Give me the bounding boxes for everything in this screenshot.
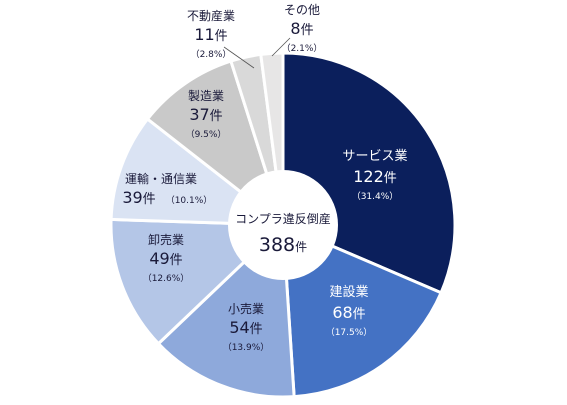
slice-count: 39 <box>122 188 142 207</box>
center-title: コンプラ違反倒産 <box>235 211 331 226</box>
center-total-unit: 件 <box>295 240 307 254</box>
slice-label-2: 建設業 68件 （17.5%） <box>326 284 373 338</box>
slice-count: 49 <box>149 249 169 268</box>
center-total-value: 388 <box>259 234 295 256</box>
slice-label-4: 卸売業 49件 （12.6%） <box>143 232 190 284</box>
slice-label-8: その他 8件 （2.1%） <box>282 3 323 54</box>
slice-percent: （13.9%） <box>223 342 270 353</box>
slice-percent: （9.5%） <box>186 129 227 140</box>
slice-count: 8 <box>290 19 300 38</box>
slice-percent: （17.5%） <box>326 327 373 338</box>
slice-name: その他 <box>284 3 320 17</box>
slice-name: 卸売業 <box>148 232 184 247</box>
slice-unit: 件 <box>143 192 156 207</box>
slice-label-3: 小売業 54件 （13.9%） <box>223 301 270 353</box>
slice-unit: 件 <box>170 253 183 268</box>
leader-lines <box>223 37 291 69</box>
slice-labels: サービス業 122件（31.4%）建設業 68件（17.5%）小売業 54件（13.9… <box>122 3 407 353</box>
slice-label-5: 運輸・通信業 39件 （10.1%） <box>122 171 212 207</box>
slice-unit: 件 <box>250 322 263 337</box>
slice-percent: （12.6%） <box>143 273 190 284</box>
slice-unit: 件 <box>353 307 366 322</box>
slice-unit: 件 <box>210 109 223 124</box>
slice-label-1: サービス業 122件 （31.4%） <box>342 148 407 202</box>
center-total: 388件 <box>259 234 307 256</box>
slice-percent: （2.8%） <box>191 49 232 60</box>
slice-percent: （10.1%） <box>166 195 213 206</box>
slice-name: サービス業 <box>342 148 407 164</box>
slice-count: 37 <box>189 105 209 124</box>
slice-count: 54 <box>229 318 249 337</box>
leader-line-8 <box>271 37 291 57</box>
slice-name: 運輸・通信業 <box>125 171 197 186</box>
slice-label-6: 製造業 37件 （9.5%） <box>186 89 227 140</box>
slice-name: 不動産業 <box>187 8 235 23</box>
slice-unit: 件 <box>301 23 314 38</box>
slice-count: 68 <box>332 303 352 322</box>
slice-percent: （2.1%） <box>282 43 323 54</box>
slice-label-7: 不動産業 11件 （2.8%） <box>187 8 235 60</box>
slice-count: 11 <box>194 25 214 44</box>
leader-line-7 <box>223 46 255 69</box>
slice-name: 製造業 <box>188 89 224 103</box>
slice-unit: 件 <box>384 171 397 186</box>
slice-percent: （31.4%） <box>352 191 399 202</box>
slice-name: 小売業 <box>228 301 264 316</box>
slice-name: 建設業 <box>329 284 368 300</box>
pie-slice-2 <box>281 222 444 399</box>
center-hole <box>228 170 338 280</box>
slice-unit: 件 <box>215 29 228 44</box>
slice-count: 122 <box>353 167 384 186</box>
